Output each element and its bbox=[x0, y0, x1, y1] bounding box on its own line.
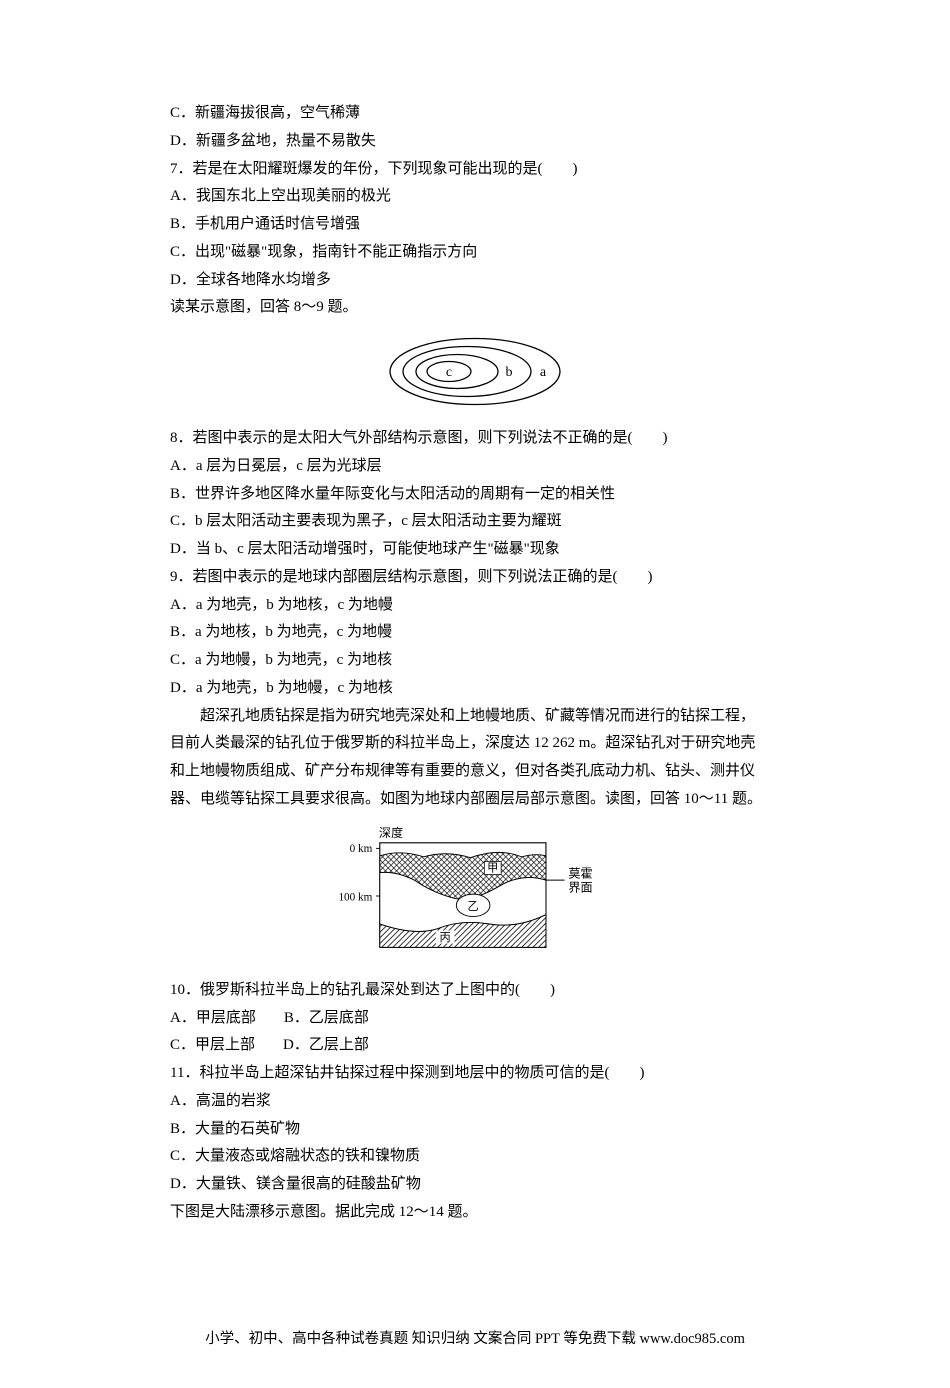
question-11: 11．科拉半岛上超深钻井钻探过程中探测到地层中的物质可信的是( ) bbox=[170, 1060, 780, 1088]
option-c: C．b 层太阳活动主要表现为黑子，c 层太阳活动主要为耀斑 bbox=[170, 508, 780, 536]
label-yi: 乙 bbox=[468, 899, 479, 912]
option-c: C．甲层上部 bbox=[170, 1032, 255, 1060]
question-7: 7．若是在太阳耀斑爆发的年份，下列现象可能出现的是( ) bbox=[170, 156, 780, 184]
label-c: c bbox=[446, 365, 452, 380]
option-a: A．我国东北上空出现美丽的极光 bbox=[170, 183, 780, 211]
option-c: C．新疆海拔很高，空气稀薄 bbox=[170, 100, 780, 128]
question-10: 10．俄罗斯科拉半岛上的钻孔最深处到达了上图中的( ) bbox=[170, 977, 780, 1005]
passage-line: 目前人类最深的钻孔位于俄罗斯的科拉半岛上，深度达 12 262 m。超深钻孔对于… bbox=[170, 730, 780, 758]
layers-diagram: 深度 0 km 100 km bbox=[170, 826, 780, 961]
option-b: B．大量的石英矿物 bbox=[170, 1116, 780, 1144]
passage-line: 器、电缆等钻探工具要求很高。如图为地球内部圈层局部示意图。读图，回答 10～11… bbox=[170, 786, 780, 814]
option-d: D．新疆多盆地，热量不易散失 bbox=[170, 128, 780, 156]
question-9: 9．若图中表示的是地球内部圈层结构示意图，则下列说法正确的是( ) bbox=[170, 564, 780, 592]
passage-line: 超深孔地质钻探是指为研究地壳深处和上地幔地质、矿藏等情况而进行的钻探工程， bbox=[170, 703, 780, 731]
question-8: 8．若图中表示的是太阳大气外部结构示意图，则下列说法不正确的是( ) bbox=[170, 425, 780, 453]
layers-svg: 深度 0 km 100 km bbox=[335, 826, 615, 961]
right-label-2: 界面 bbox=[568, 880, 592, 894]
option-d: D．当 b、c 层太阳活动增强时，可能使地球产生"磁暴"现象 bbox=[170, 536, 780, 564]
option-a: A．a 层为日冕层，c 层为光球层 bbox=[170, 453, 780, 481]
ellipse-svg: c b a bbox=[385, 334, 565, 409]
label-b: b bbox=[506, 365, 513, 380]
ellipse-diagram: c b a bbox=[170, 334, 780, 409]
page-footer: 小学、初中、高中各种试卷真题 知识归纳 文案合同 PPT 等免费下载 www.d… bbox=[170, 1327, 780, 1348]
option-d: D．大量铁、镁含量很高的硅酸盐矿物 bbox=[170, 1171, 780, 1199]
axis-label-depth: 深度 bbox=[379, 826, 403, 840]
label-jia: 甲 bbox=[487, 862, 498, 874]
option-row-10cd: C．甲层上部 D．乙层上部 bbox=[170, 1032, 780, 1060]
option-d: D．a 为地壳，b 为地幔，c 为地核 bbox=[170, 675, 780, 703]
label-a: a bbox=[540, 365, 547, 380]
option-a: A．高温的岩浆 bbox=[170, 1088, 780, 1116]
option-row-10ab: A．甲层底部 B．乙层底部 bbox=[170, 1005, 780, 1033]
option-b: B．世界许多地区降水量年际变化与太阳活动的周期有一定的相关性 bbox=[170, 481, 780, 509]
passage-line: 和上地幔物质组成、矿产分布规律等有重要的意义，但对各类孔底动力机、钻头、测井仪 bbox=[170, 758, 780, 786]
instruction-12-14: 下图是大陆漂移示意图。据此完成 12～14 题。 bbox=[170, 1199, 780, 1227]
document-page: C．新疆海拔很高，空气稀薄 D．新疆多盆地，热量不易散失 7．若是在太阳耀斑爆发… bbox=[0, 0, 950, 1388]
option-d: D．全球各地降水均增多 bbox=[170, 267, 780, 295]
label-bing: 丙 bbox=[440, 931, 451, 943]
option-c: C．a 为地幔，b 为地壳，c 为地核 bbox=[170, 647, 780, 675]
option-d: D．乙层上部 bbox=[283, 1032, 369, 1060]
option-b: B．a 为地核，b 为地壳，c 为地幔 bbox=[170, 619, 780, 647]
option-a: A．甲层底部 bbox=[170, 1005, 256, 1033]
tick-100: 100 km bbox=[338, 891, 372, 903]
option-a: A．a 为地壳，b 为地核，c 为地幔 bbox=[170, 592, 780, 620]
option-c: C．大量液态或熔融状态的铁和镍物质 bbox=[170, 1143, 780, 1171]
option-b: B．手机用户通话时信号增强 bbox=[170, 211, 780, 239]
right-label-1: 莫霍 bbox=[568, 866, 592, 880]
option-c: C．出现"磁暴"现象，指南针不能正确指示方向 bbox=[170, 239, 780, 267]
tick-0: 0 km bbox=[350, 843, 373, 855]
instruction-8-9: 读某示意图，回答 8～9 题。 bbox=[170, 294, 780, 322]
option-b: B．乙层底部 bbox=[284, 1005, 369, 1033]
